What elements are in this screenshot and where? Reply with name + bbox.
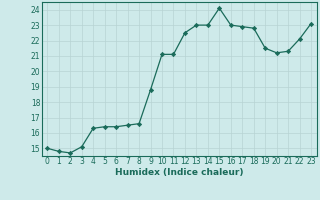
X-axis label: Humidex (Indice chaleur): Humidex (Indice chaleur) — [115, 168, 244, 177]
